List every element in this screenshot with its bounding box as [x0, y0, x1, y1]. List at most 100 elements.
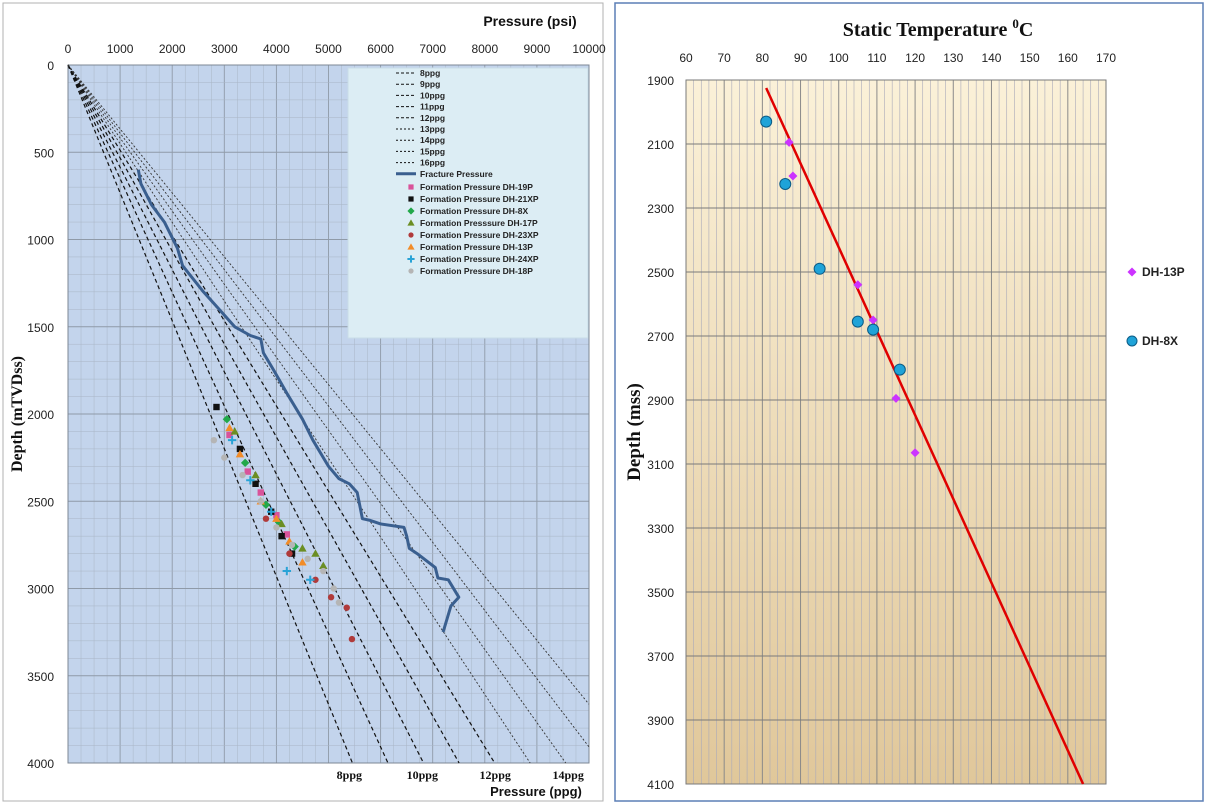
legend-marker — [407, 255, 415, 263]
point-formation-pressure-dh-18p — [257, 498, 264, 505]
point-dh-13p — [784, 137, 794, 147]
pressure-plot-border — [67, 64, 590, 764]
legend-marker — [408, 232, 414, 238]
gradient-line-9ppg — [67, 64, 389, 764]
temperature-legend: DH-13P DH-8X — [1126, 265, 1185, 348]
x-tick-label: 70 — [718, 51, 732, 65]
y-tick-label: 2100 — [647, 138, 674, 152]
gradient-line-15ppg — [67, 64, 590, 748]
pressure-ppg-axis-label: Pressure (ppg) — [490, 784, 582, 799]
point-formation-pressure-dh-21xp — [252, 480, 259, 487]
y-tick-label: 3300 — [647, 522, 674, 536]
legend-marker — [407, 207, 415, 215]
legend-marker — [407, 219, 415, 226]
point-formation-pressure-dh-21xp — [236, 445, 244, 453]
temperature-title-text: Static Temperature — [843, 19, 1008, 41]
point-dh-8x — [813, 262, 826, 275]
temperature-title-unit: C — [1019, 19, 1033, 41]
point-formation-pressure-dh-18p — [273, 524, 280, 531]
y-tick-label: 500 — [34, 146, 54, 160]
point-formation-pressure-dh-23xp — [327, 594, 335, 601]
legend-entry-13ppg: 13ppg — [420, 124, 445, 134]
legend-marker — [408, 268, 414, 274]
y-tick-label: 2300 — [647, 202, 674, 216]
point-dh-13p — [891, 393, 901, 403]
y-tick-label: 2500 — [27, 495, 54, 509]
legend-entry-14ppg: 14ppg — [420, 135, 445, 145]
point-formation-pressure-dh-19p — [226, 431, 233, 439]
pressure-y-ticks: 0 500 1000 1500 2000 2500 3000 3500 4000 — [27, 59, 54, 771]
point-formation-pressure-dh-24xp — [266, 507, 276, 516]
legend-entry-formation-pressure-dh-13p: Formation Pressure DH-13P — [420, 242, 533, 252]
legend-entry-12ppg: 12ppg — [420, 113, 445, 123]
point-formation-presssure-dh-17p — [311, 549, 320, 557]
point-formation-pressure-dh-18p — [330, 585, 337, 592]
legend-entry-fracture-pressure: Fracture Pressure — [420, 169, 493, 179]
ppg-bottom-labels: 8ppg 10ppg 12ppg 14ppg — [337, 768, 584, 782]
point-formation-pressure-dh-13p — [272, 514, 281, 522]
point-formation-pressure-dh-23xp — [312, 576, 319, 583]
x-tick-label: 7000 — [419, 42, 446, 56]
point-formation-pressure-dh-23xp — [343, 604, 350, 611]
legend-entry-formation-pressure-dh-18p: Formation Pressure DH-18P — [420, 266, 533, 276]
point-formation-pressure-dh-24xp — [246, 476, 255, 485]
ppg-label: 14ppg — [552, 768, 583, 782]
point-formation-pressure-dh-24xp — [282, 566, 292, 576]
y-tick-label: 3700 — [647, 650, 674, 664]
y-tick-label: 1900 — [647, 74, 674, 88]
legend-entry-formation-pressure-dh-8x: Formation Pressure DH-8X — [420, 206, 528, 216]
x-tick-label: 8000 — [471, 42, 498, 56]
point-formation-pressure-dh-18p — [210, 436, 218, 444]
y-tick-label: 0 — [47, 59, 54, 73]
point-formation-pressure-dh-18p — [320, 567, 327, 575]
legend-entry-10ppg: 10ppg — [420, 90, 445, 100]
point-formation-pressure-dh-21xp — [213, 403, 220, 411]
temperature-grid — [685, 79, 1107, 785]
legend-entry-formation-pressure-dh-23xp: Formation Pressure DH-23XP — [420, 230, 539, 240]
legend-entry-16ppg: 16ppg — [420, 158, 445, 168]
point-formation-presssure-dh-17p — [298, 544, 307, 552]
point-formation-pressure-dh-19p — [244, 468, 251, 475]
temperature-y-ticks: 1900 2100 2300 2500 2700 2900 3100 3300 3500 3700… — [647, 74, 674, 792]
legend-marker — [1127, 267, 1137, 277]
point-formation-pressure-dh-13p — [235, 449, 245, 458]
temperature-trendline — [765, 87, 1085, 785]
point-formation-pressure-dh-18p — [221, 454, 228, 461]
point-dh-13p — [868, 315, 878, 325]
point-formation-pressure-dh-24xp — [227, 435, 237, 445]
x-tick-label: 150 — [1020, 51, 1040, 65]
point-formation-pressure-dh-18p — [288, 541, 296, 549]
point-formation-presssure-dh-17p — [277, 519, 286, 528]
x-tick-label: 9000 — [524, 42, 551, 56]
pressure-legend-box — [347, 67, 589, 339]
point-formation-pressure-dh-18p — [304, 555, 311, 563]
legend-entry-formation-presssure-dh-17p: Formation Presssure DH-17P — [420, 218, 538, 228]
point-dh-8x — [851, 315, 864, 328]
point-dh-8x — [867, 323, 880, 336]
point-formation-pressure-dh-21xp — [278, 532, 285, 540]
x-tick-label: 10000 — [572, 42, 606, 56]
legend-entry-11ppg: 11ppg — [420, 102, 445, 112]
x-tick-label: 140 — [981, 51, 1001, 65]
point-formation-pressure-dh-13p — [225, 423, 234, 432]
y-tick-label: 2000 — [27, 408, 54, 422]
point-formation-presssure-dh-17p — [230, 427, 239, 435]
point-formation-pressure-dh-23xp — [262, 515, 270, 522]
point-formation-pressure-dh-19p — [283, 531, 291, 538]
formation-pressure-points — [210, 403, 356, 643]
x-tick-label: 60 — [679, 51, 693, 65]
x-tick-label: 100 — [829, 51, 849, 65]
ppg-label: 12ppg — [480, 768, 511, 782]
legend-marker — [408, 196, 414, 202]
x-tick-label: 4000 — [263, 42, 290, 56]
point-dh-13p — [910, 448, 920, 458]
point-formation-pressure-dh-8x — [222, 415, 232, 424]
legend-marker — [407, 243, 415, 250]
pressure-depth-chart: 8ppg9ppg10ppg11ppg12ppg13ppg14ppg15ppg16… — [2, 2, 606, 802]
point-formation-presssure-dh-17p — [319, 561, 328, 570]
x-tick-label: 110 — [867, 51, 886, 65]
point-dh-8x — [893, 363, 906, 376]
y-tick-label: 3500 — [27, 670, 54, 684]
depth-mss-axis-label: Depth (mss) — [624, 383, 645, 481]
point-formation-presssure-dh-17p — [251, 470, 260, 479]
